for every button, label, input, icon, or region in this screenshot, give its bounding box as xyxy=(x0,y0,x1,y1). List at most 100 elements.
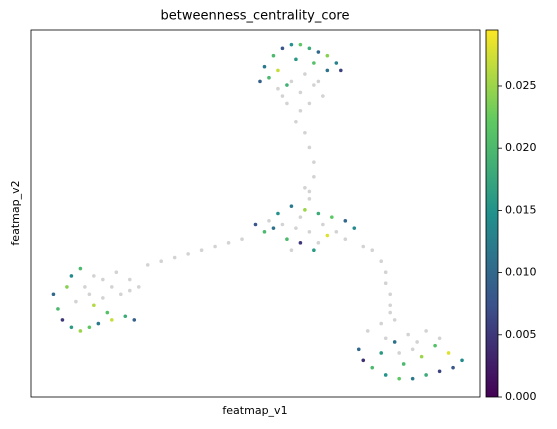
point xyxy=(312,83,316,87)
point xyxy=(289,204,294,208)
point xyxy=(289,79,294,84)
point xyxy=(56,307,60,311)
point xyxy=(69,274,74,278)
point xyxy=(361,358,366,363)
point xyxy=(78,329,83,333)
point xyxy=(172,255,177,260)
point xyxy=(294,226,298,230)
point xyxy=(289,42,294,47)
point xyxy=(298,108,303,113)
point xyxy=(303,208,307,212)
point xyxy=(145,263,150,267)
colorbar-tick-label: 0.000 xyxy=(505,390,537,403)
point xyxy=(410,347,415,352)
colorbar-tick-label: 0.005 xyxy=(505,328,537,341)
point xyxy=(136,285,141,289)
point xyxy=(199,248,204,252)
point xyxy=(280,94,285,98)
point xyxy=(321,94,325,98)
point xyxy=(397,376,401,381)
point xyxy=(307,101,312,106)
point xyxy=(262,64,267,69)
point xyxy=(383,373,388,377)
point xyxy=(271,226,276,230)
point xyxy=(110,285,114,289)
point xyxy=(370,365,375,370)
point xyxy=(280,46,285,51)
point xyxy=(262,230,267,234)
point xyxy=(316,211,321,216)
colorbar-tick-label: 0.010 xyxy=(505,266,537,279)
point xyxy=(83,285,87,289)
point xyxy=(312,61,316,65)
point xyxy=(105,310,110,315)
point xyxy=(307,197,312,201)
point xyxy=(424,329,428,333)
colorbar xyxy=(485,29,499,398)
point xyxy=(101,277,105,282)
point xyxy=(316,241,321,245)
point xyxy=(419,354,424,359)
point xyxy=(65,285,69,289)
point xyxy=(289,248,294,252)
point xyxy=(392,318,397,322)
point xyxy=(388,303,393,308)
point xyxy=(406,332,410,337)
point xyxy=(460,358,464,363)
point xyxy=(316,79,321,84)
point xyxy=(307,145,312,150)
point xyxy=(253,222,258,227)
point xyxy=(110,318,114,322)
colorbar-tick-label: 0.020 xyxy=(505,141,537,154)
point xyxy=(298,215,303,219)
point xyxy=(446,351,451,355)
point xyxy=(298,90,303,95)
point xyxy=(312,160,316,164)
colorbar-tick-label: 0.025 xyxy=(505,79,537,92)
point xyxy=(388,292,393,297)
point xyxy=(330,215,334,219)
point xyxy=(397,351,401,355)
point xyxy=(401,362,406,366)
point xyxy=(119,292,123,297)
point xyxy=(388,310,393,315)
y-axis-label: featmap_v2 xyxy=(9,180,22,245)
point xyxy=(437,336,442,341)
point xyxy=(258,79,262,84)
point xyxy=(303,130,307,135)
point xyxy=(361,244,366,249)
point xyxy=(410,376,415,381)
point xyxy=(334,230,339,234)
point xyxy=(334,61,339,65)
point xyxy=(60,318,65,322)
point xyxy=(294,119,298,124)
point xyxy=(321,222,325,227)
point xyxy=(276,86,280,91)
point xyxy=(451,365,455,370)
point xyxy=(343,219,348,223)
point xyxy=(87,292,92,297)
point xyxy=(424,373,428,377)
point xyxy=(294,57,298,62)
point xyxy=(383,281,388,286)
points xyxy=(51,42,464,381)
point xyxy=(339,68,343,73)
point xyxy=(285,237,289,241)
point xyxy=(123,314,128,319)
chart-title: betweenness_centrality_core xyxy=(161,9,350,24)
colorbar-tick-label: 0.015 xyxy=(505,203,537,216)
point xyxy=(312,175,316,179)
point xyxy=(74,299,78,304)
point xyxy=(186,252,190,256)
point xyxy=(379,351,384,355)
point xyxy=(127,288,132,293)
point xyxy=(298,241,303,245)
point xyxy=(213,244,217,249)
point xyxy=(379,321,384,326)
point xyxy=(285,83,289,87)
point xyxy=(325,68,330,73)
point xyxy=(96,321,101,326)
point xyxy=(307,46,312,51)
point xyxy=(267,75,271,80)
